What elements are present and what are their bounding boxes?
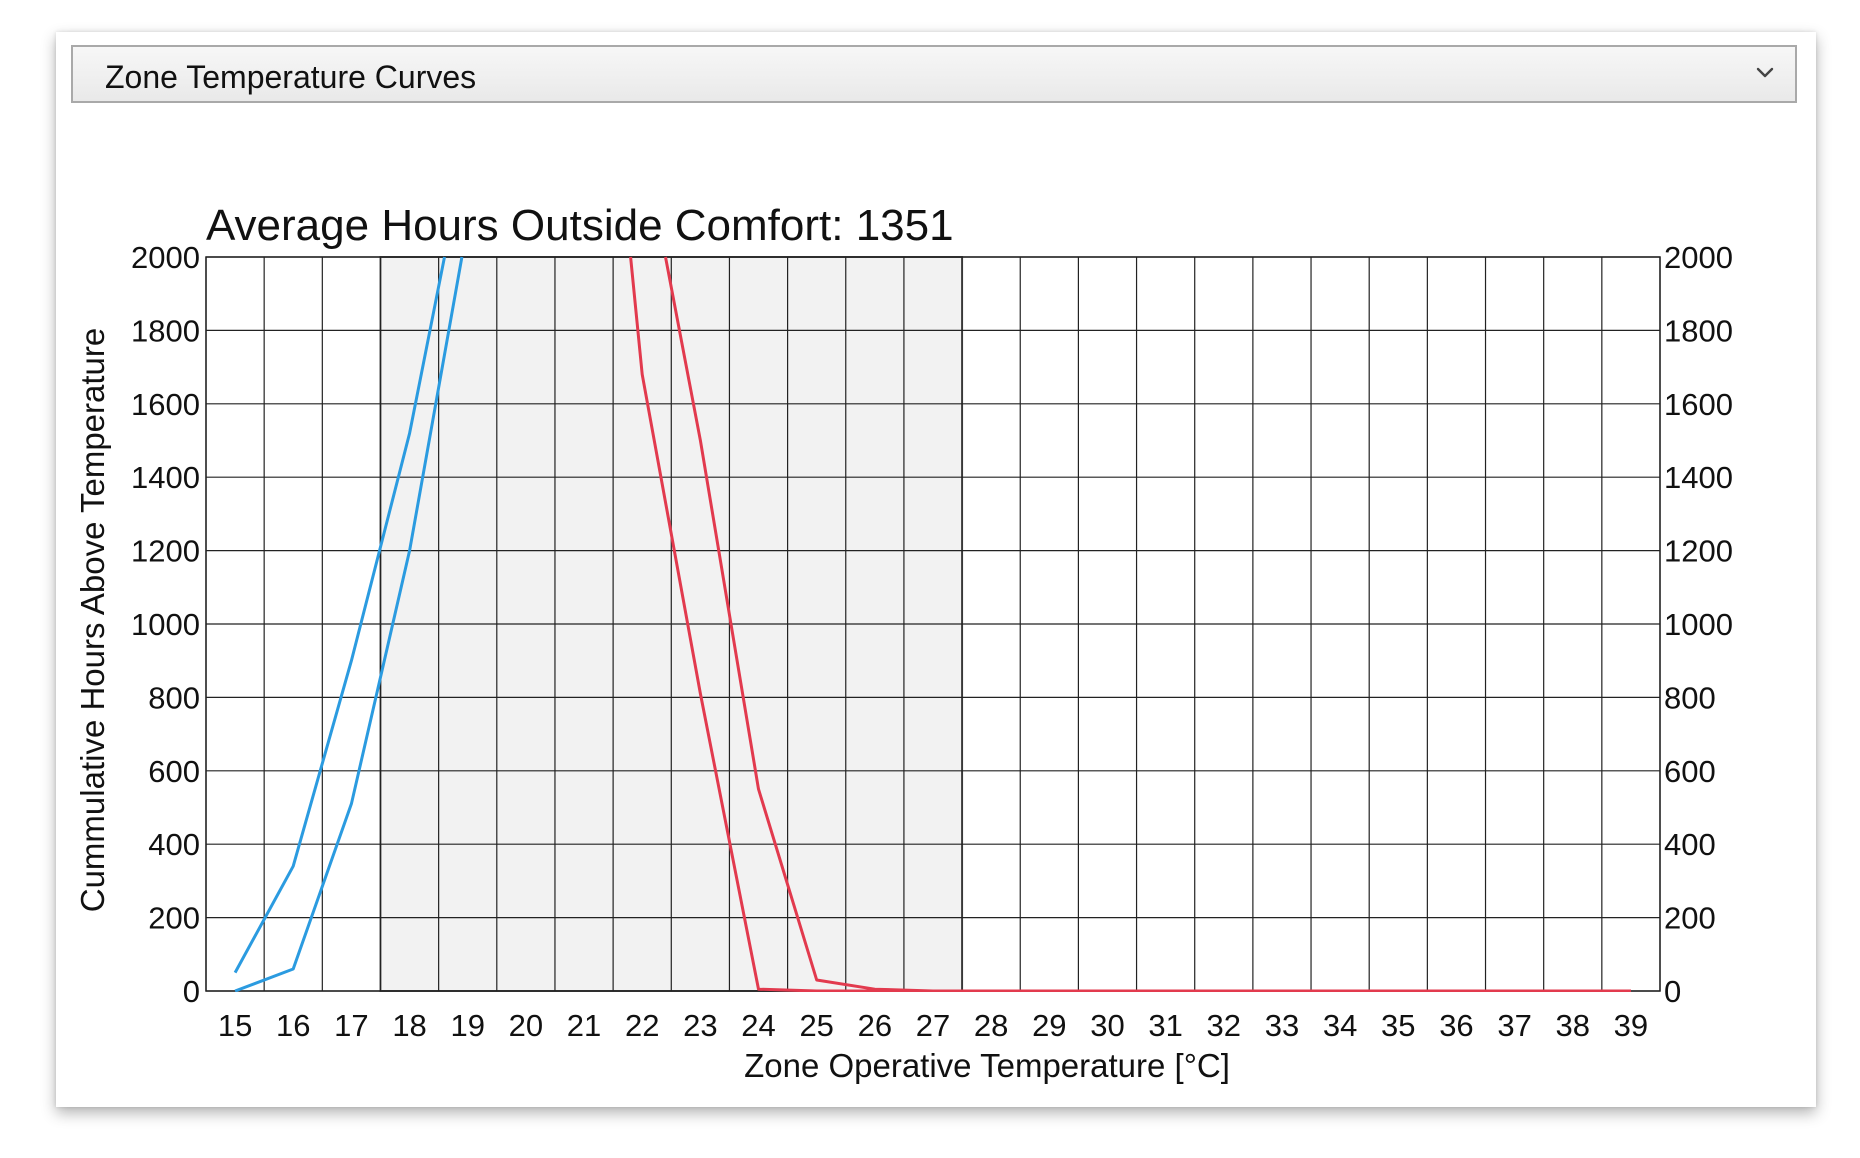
x-tick-label: 34: [1323, 1008, 1357, 1043]
y-tick-label-left: 1400: [131, 460, 200, 495]
x-tick-label: 17: [334, 1008, 368, 1043]
y-tick-label-right: 600: [1664, 754, 1716, 789]
x-tick-label: 36: [1439, 1008, 1473, 1043]
y-tick-label-left: 1000: [131, 607, 200, 642]
x-tick-label: 15: [218, 1008, 252, 1043]
y-tick-label-right: 200: [1664, 901, 1716, 936]
y-tick-label-left: 200: [148, 901, 200, 936]
x-tick-label: 21: [567, 1008, 601, 1043]
chart-title: Average Hours Outside Comfort: 1351: [206, 201, 954, 250]
x-tick-label: 19: [450, 1008, 484, 1043]
x-tick-label: 18: [392, 1008, 426, 1043]
x-tick-label: 29: [1032, 1008, 1066, 1043]
x-tick-label: 35: [1381, 1008, 1415, 1043]
y-tick-label-left: 600: [148, 754, 200, 789]
x-tick-label: 22: [625, 1008, 659, 1043]
y-tick-label-right: 800: [1664, 680, 1716, 715]
x-axis-label: Zone Operative Temperature [°C]: [744, 1047, 1230, 1084]
x-tick-label: 23: [683, 1008, 717, 1043]
x-tick-label: 30: [1090, 1008, 1124, 1043]
series-line-2: [234, 256, 464, 992]
x-tick-label: 38: [1556, 1008, 1590, 1043]
x-tick-label: 32: [1207, 1008, 1241, 1043]
y-tick-label-left: 1200: [131, 534, 200, 569]
chart-selector-dropdown[interactable]: Zone Temperature Curves: [71, 45, 1797, 103]
y-tick-label-left: 0: [183, 974, 200, 1009]
x-tick-label: 33: [1265, 1008, 1299, 1043]
y-tick-label-left: 400: [148, 827, 200, 862]
x-tick-label: 37: [1497, 1008, 1531, 1043]
chevron-down-icon: [1756, 67, 1774, 78]
y-tick-label-right: 1600: [1664, 387, 1733, 422]
y-tick-label-left: 800: [148, 680, 200, 715]
y-tick-label-right: 1200: [1664, 534, 1733, 569]
series-line-4: [664, 256, 1631, 992]
x-tick-label: 20: [509, 1008, 543, 1043]
y-tick-label-right: 1400: [1664, 460, 1733, 495]
y-tick-label-right: 400: [1664, 827, 1716, 862]
x-tick-label: 26: [858, 1008, 892, 1043]
y-tick-label-right: 2000: [1664, 240, 1733, 275]
y-tick-label-left: 2000: [131, 240, 200, 275]
y-tick-label-left: 1600: [131, 387, 200, 422]
y-tick-label-left: 1800: [131, 313, 200, 348]
y-tick-label-right: 1800: [1664, 313, 1733, 348]
x-tick-label: 24: [741, 1008, 775, 1043]
series-line-1: [233, 256, 446, 974]
x-tick-label: 31: [1148, 1008, 1182, 1043]
x-tick-label: 27: [916, 1008, 950, 1043]
x-tick-label: 16: [276, 1008, 310, 1043]
y-tick-label-right: 1000: [1664, 607, 1733, 642]
x-tick-label: 39: [1614, 1008, 1648, 1043]
dropdown-selected-label: Zone Temperature Curves: [105, 59, 477, 95]
x-tick-label: 25: [799, 1008, 833, 1043]
y-tick-label-right: 0: [1664, 974, 1681, 1009]
y-axis-label: Cummulative Hours Above Temperature: [74, 328, 111, 913]
x-tick-label: 28: [974, 1008, 1008, 1043]
